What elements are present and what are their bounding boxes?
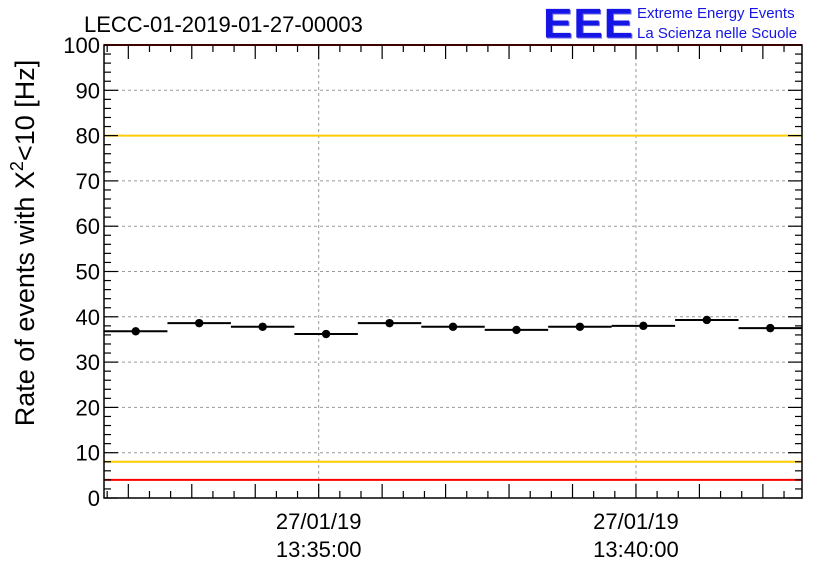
data-point-1 bbox=[194, 318, 204, 328]
y-tick-label-100: 100 bbox=[63, 33, 100, 58]
grid-layer bbox=[104, 45, 802, 498]
y-tick-label-20: 20 bbox=[76, 395, 100, 420]
data-point-4 bbox=[385, 318, 394, 328]
y-tick-label-70: 70 bbox=[76, 169, 100, 194]
data-point-8 bbox=[639, 321, 648, 331]
eee-logo-mark: EEE bbox=[543, 0, 635, 47]
x-tick-label-date-0: 27/01/19 bbox=[276, 509, 362, 534]
y-tick-label-30: 30 bbox=[76, 350, 100, 375]
plot-title: LECC-01-2019-01-27-00003 bbox=[84, 12, 363, 37]
data-point-10 bbox=[766, 323, 775, 333]
data-point-3 bbox=[321, 329, 331, 339]
reference-lines bbox=[104, 44, 802, 481]
x-tick-label-time-1: 13:40:00 bbox=[593, 537, 679, 562]
y-tick-label-10: 10 bbox=[76, 441, 100, 466]
y-tick-label-50: 50 bbox=[76, 260, 100, 285]
logo-line-2: La Scienza nelle Scuole bbox=[637, 25, 798, 42]
axes-layer: 0 10 20 30 40 50 60 70 80 90 100 27/01/19 13:35:00 27… bbox=[63, 33, 803, 562]
y-axis-label: Rate of events with X2<10 [Hz] bbox=[7, 60, 40, 426]
data-point-6 bbox=[512, 325, 521, 335]
x-tick-label-time-0: 13:35:00 bbox=[276, 537, 362, 562]
y-tick-label-90: 90 bbox=[76, 78, 100, 103]
y-tick-label-40: 40 bbox=[76, 305, 100, 330]
data-point-0 bbox=[131, 327, 140, 336]
data-point-5 bbox=[448, 322, 458, 331]
data-point-9 bbox=[702, 315, 712, 325]
y-tick-label-60: 60 bbox=[76, 214, 100, 239]
eee-logo-text: Extreme Energy Events La Scienza nelle S… bbox=[637, 4, 797, 44]
logo-line-1: Extreme Energy Events bbox=[637, 5, 795, 22]
data-layer bbox=[104, 315, 802, 339]
data-point-7 bbox=[575, 322, 585, 331]
y-tick-label-80: 80 bbox=[76, 124, 100, 149]
y-tick-label-0: 0 bbox=[88, 486, 100, 511]
x-tick-label-date-1: 27/01/19 bbox=[593, 509, 679, 534]
data-point-2 bbox=[258, 322, 267, 331]
eee-logo: EEE Extreme Energy Events La Scienza nel… bbox=[543, 0, 797, 47]
